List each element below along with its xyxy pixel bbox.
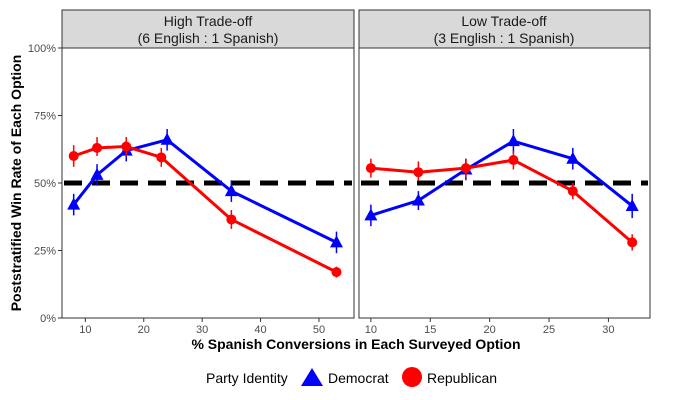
strip-title-line1: High Trade-off <box>164 13 253 29</box>
data-point-republican <box>226 214 237 225</box>
x-axis-title: % Spanish Conversions in Each Surveyed O… <box>191 336 520 352</box>
strip-title-line1: Low Trade-off <box>461 13 546 29</box>
data-point-republican <box>567 186 578 197</box>
data-point-democrat <box>364 208 378 221</box>
data-point-democrat <box>506 134 520 147</box>
x-tick-label: 40 <box>254 324 266 336</box>
y-tick-label: 25% <box>34 246 56 258</box>
data-point-republican <box>121 141 132 152</box>
panel-low-tradeoff: Low Trade-off (3 English : 1 Spanish) 10… <box>358 9 651 336</box>
data-point-republican <box>156 152 167 163</box>
x-tick-label: 20 <box>484 324 496 336</box>
data-point-republican <box>460 163 471 174</box>
data-point-republican <box>508 155 519 166</box>
data-point-democrat <box>67 197 81 210</box>
data-point-republican <box>68 151 79 161</box>
x-tick-label: 50 <box>313 324 325 336</box>
data-point-democrat <box>411 193 425 206</box>
series-line-republican <box>370 158 634 244</box>
strip-title-line2: (3 English : 1 Spanish) <box>434 30 575 46</box>
panel-low-tradeoff-content: 10 15 20 25 30 <box>361 129 648 336</box>
y-tick-label: 0% <box>40 313 56 325</box>
x-tick-label: 25 <box>543 324 555 336</box>
data-point-democrat <box>566 151 580 164</box>
data-point-democrat <box>625 198 639 211</box>
x-tick-label: 30 <box>196 324 208 336</box>
x-tick-label: 10 <box>365 324 377 336</box>
data-point-republican <box>92 142 103 153</box>
x-tick-label: 30 <box>602 324 614 336</box>
data-point-democrat <box>224 184 238 197</box>
y-axis-ticks: 0% 25% 50% 75% 100% <box>28 43 62 325</box>
data-point-democrat <box>160 132 174 145</box>
strip-title-line2: (6 English : 1 Spanish) <box>138 30 279 46</box>
panel-high-tradeoff: High Trade-off (6 English : 1 Spanish) 1… <box>61 9 355 336</box>
data-point-republican <box>331 267 342 278</box>
x-tick-label: 10 <box>79 324 91 336</box>
y-axis-title: Poststratified Win Rate of Each Option <box>8 55 24 312</box>
y-tick-label: 100% <box>28 43 56 55</box>
data-point-democrat <box>329 235 343 248</box>
legend-title: Party Identity <box>206 370 288 386</box>
legend-label-republican: Republican <box>427 370 497 386</box>
strip-high-tradeoff <box>61 9 355 49</box>
y-tick-label: 50% <box>34 178 56 190</box>
strip-low-tradeoff <box>358 9 651 49</box>
data-point-republican <box>627 237 638 248</box>
x-tick-label: 15 <box>424 324 436 336</box>
legend-key-republican <box>402 367 422 387</box>
data-point-republican <box>413 167 424 178</box>
y-tick-label: 75% <box>34 111 56 123</box>
panel-high-tradeoff-content: 10 20 30 40 50 <box>64 129 352 336</box>
series-line-democrat <box>370 139 634 217</box>
legend: Party Identity Democrat Republican <box>206 367 497 387</box>
legend-key-democrat <box>301 368 323 386</box>
data-point-republican <box>365 163 376 174</box>
data-point-democrat <box>90 167 104 180</box>
x-tick-label: 20 <box>138 324 150 336</box>
legend-label-democrat: Democrat <box>328 370 389 386</box>
